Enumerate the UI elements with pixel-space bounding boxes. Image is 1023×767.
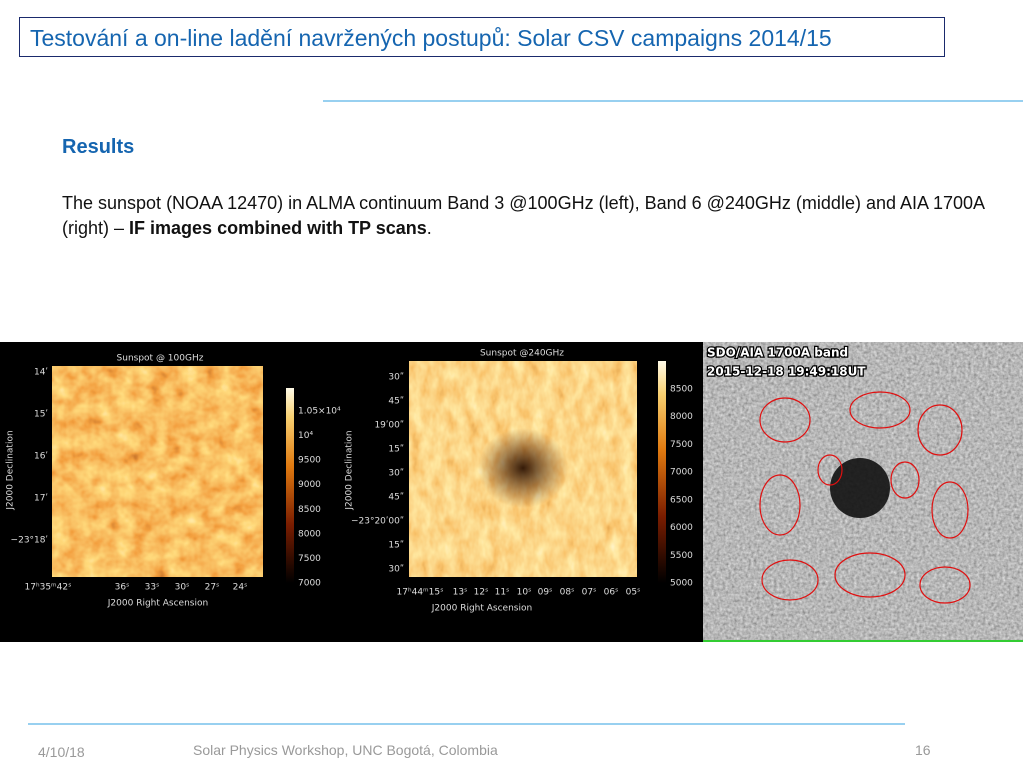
x-tick-label: 30ˢ (175, 583, 190, 593)
y-tick-label: −23°20ʹ00ʺ (351, 516, 404, 527)
colorbar-tick-label: 6000 (670, 523, 693, 533)
footer-date: 4/10/18 (38, 744, 85, 760)
colorbar-tick-label: 5000 (670, 579, 693, 589)
y-tick-label: 45ʺ (388, 396, 404, 407)
colorbar (658, 361, 666, 583)
colorbar-tick-label: 8000 (298, 529, 321, 539)
x-tick-label: 10ˢ (517, 588, 532, 598)
x-tick-label: 12ˢ (474, 588, 489, 598)
colorbar-tick-label: 1.05×10⁴ (298, 407, 341, 417)
sunspot (478, 428, 568, 508)
colorbar-tick-label: 10⁴ (298, 431, 313, 441)
colorbar-tick-label: 7500 (670, 440, 693, 450)
x-tick-label: 24ˢ (233, 583, 248, 593)
x-tick-label: 17ʰ44ᵐ15ˢ (397, 588, 444, 598)
text: The sunspot (NOAA 12470) in ALMA continu… (62, 193, 985, 238)
x-tick-label: 11ˢ (495, 588, 510, 598)
x-tick-label: 36ˢ (115, 583, 130, 593)
colorbar-tick-label: 7000 (298, 579, 321, 589)
colorbar-tick-label: 5500 (670, 551, 693, 561)
y-tick-label: 14ʹ (34, 367, 48, 378)
paragraph: The sunspot (NOAA 12470) in ALMA continu… (62, 191, 992, 241)
axis-label: J2000 Declination (6, 430, 16, 510)
colorbar-tick-label: 9000 (298, 480, 321, 490)
x-tick-label: 33ˢ (145, 583, 160, 593)
slide-title: Testování a on-line ladění navržených po… (19, 17, 945, 57)
heading: Results (62, 136, 135, 158)
colorbar-tick-label: 7000 (670, 468, 693, 478)
y-tick-label: 15ʺ (388, 444, 404, 455)
x-tick-label: 05ˢ (626, 588, 641, 598)
colorbar-tick-label: 9500 (298, 456, 321, 466)
colorbar-tick-label: 8500 (670, 385, 693, 395)
x-tick-label: 06ˢ (604, 588, 619, 598)
y-tick-label: 15ʺ (388, 540, 404, 551)
colorbar (286, 388, 294, 583)
footer-event: Solar Physics Workshop, UNC Bogotá, Colo… (193, 742, 498, 758)
map-100ghz (52, 366, 263, 577)
page-number: 16 (915, 742, 931, 758)
axis-label: J2000 Right Ascension (107, 599, 208, 609)
x-tick-label: 17ʰ35ᵐ42ˢ (25, 583, 72, 593)
text: . (426, 218, 432, 238)
y-tick-label: 19ʹ00ʺ (374, 420, 404, 431)
x-tick-label: 13ˢ (453, 588, 468, 598)
image-title: Sunspot @240GHz (480, 349, 564, 359)
x-tick-label: 07ˢ (582, 588, 597, 598)
y-tick-label: 45ʺ (388, 492, 404, 503)
contours (759, 391, 971, 604)
y-tick-label: 17ʹ (34, 493, 48, 504)
image-title: SDO/AIA 1700A band (707, 346, 848, 360)
y-tick-label: −23°18ʹ (11, 535, 48, 546)
colorbar-tick-label: 8500 (298, 505, 321, 515)
y-tick-label: 30ʺ (388, 372, 404, 383)
y-tick-label: 16ʹ (34, 451, 48, 462)
colorbar-tick-label: 7500 (298, 554, 321, 564)
bold-text: IF images combined with TP scans (129, 218, 427, 238)
image-subtitle: 2015-12-18 19:49:18UT (707, 365, 866, 379)
y-tick-label: 15ʹ (34, 409, 48, 420)
axis-label: J2000 Declination (345, 430, 355, 510)
y-tick-label: 30ʺ (388, 468, 404, 479)
sunspot (830, 458, 890, 518)
y-tick-label: 30ʺ (388, 564, 404, 575)
x-tick-label: 09ˢ (538, 588, 553, 598)
x-tick-label: 27ˢ (205, 583, 220, 593)
x-tick-label: 08ˢ (560, 588, 575, 598)
colorbar-tick-label: 8000 (670, 412, 693, 422)
colorbar-tick-label: 6500 (670, 495, 693, 505)
image-title: Sunspot @ 100GHz (117, 354, 204, 364)
axis-label: J2000 Right Ascension (431, 604, 532, 614)
